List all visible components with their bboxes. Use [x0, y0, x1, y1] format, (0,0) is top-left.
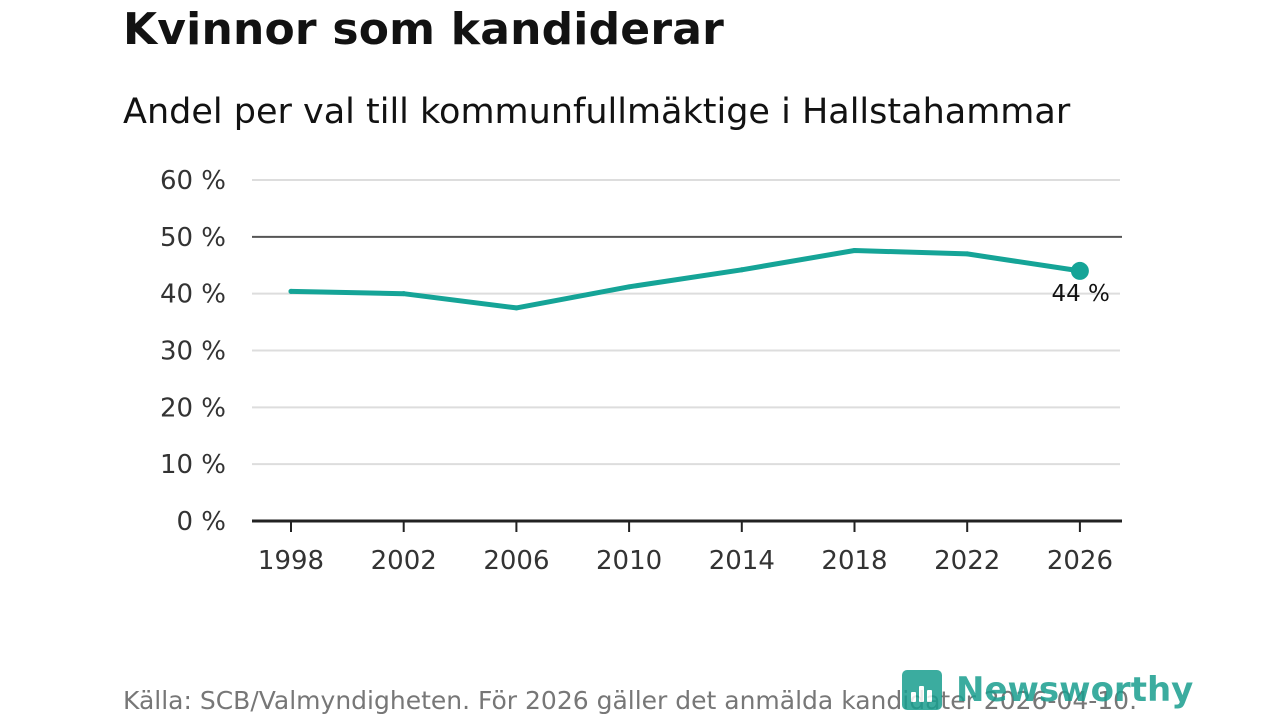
bar-chart-icon: [902, 670, 942, 710]
data-point: [626, 284, 632, 290]
data-point: [401, 291, 407, 297]
x-tick-label: 2002: [371, 546, 437, 576]
chart-title: Kvinnor som kandiderar: [123, 4, 725, 55]
series-line: [288, 248, 1083, 311]
x-tick-label: 2006: [483, 546, 549, 576]
data-point: [852, 247, 857, 253]
newsworthy-logo: Newsworthy: [902, 670, 1193, 710]
chart-subtitle: Andel per val till kommunfullmäktige i H…: [123, 92, 1071, 132]
data-point: [513, 305, 519, 311]
tick-labels: 0 % 10 % 20 % 30 % 40 % 50 % 60 % 1998 2002 2006 2…: [160, 166, 1113, 576]
data-point: [739, 267, 745, 273]
y-tick-label: 20 %: [160, 393, 226, 423]
source-note: Källa: SCB/Valmyndigheten. För 2026 gäll…: [123, 686, 1138, 715]
x-tick-label: 2014: [709, 546, 775, 576]
x-tick-label: 2010: [596, 546, 662, 576]
x-axis: [252, 519, 1122, 532]
data-point: [288, 288, 294, 294]
x-tick-label: 1998: [258, 546, 324, 576]
logo-text: Newsworthy: [956, 670, 1194, 710]
series-layer: [288, 247, 1089, 311]
gridlines: [252, 179, 1122, 466]
y-tick-label: 50 %: [160, 223, 226, 253]
data-point: [964, 251, 970, 257]
y-tick-label: 30 %: [160, 337, 226, 367]
x-tick-label: 2026: [1047, 546, 1113, 576]
data-label: 44 %: [1051, 281, 1109, 307]
x-tick-label: 2018: [821, 546, 887, 576]
y-tick-label: 60 %: [160, 166, 226, 196]
y-tick-label: 0 %: [176, 507, 226, 537]
highlight-point: [1070, 261, 1089, 280]
y-tick-label: 40 %: [160, 280, 226, 310]
x-tick-label: 2022: [934, 546, 1000, 576]
y-tick-label: 10 %: [160, 450, 226, 480]
